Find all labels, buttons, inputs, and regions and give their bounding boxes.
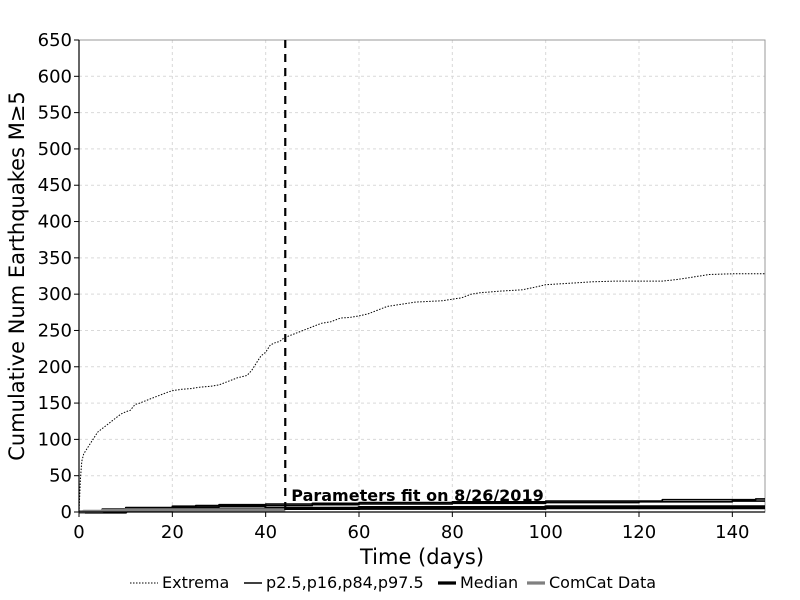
- x-ticks: 0 20 40 60 80 100 120 140: [73, 512, 750, 543]
- x-tick-label: 40: [254, 522, 277, 543]
- y-tick-label: 600: [38, 66, 72, 87]
- y-tick-label: 100: [38, 429, 72, 450]
- y-tick-label: 550: [38, 103, 72, 124]
- y-tick-label: 650: [38, 30, 72, 51]
- x-tick-label: 140: [715, 522, 749, 543]
- x-tick-label: 60: [348, 522, 371, 543]
- y-ticks: 0 50 100 150 200 250 300 350 400 450 500 550 600 650: [38, 30, 79, 523]
- legend-label-p2-5-p16-p84-p97-5: p2.5,p16,p84,p97.5: [266, 573, 424, 592]
- series-p2-5-p16-p84-p97-5-line: [79, 498, 765, 513]
- x-tick-label: 20: [161, 522, 184, 543]
- legend-label-median: Median: [460, 573, 518, 592]
- axes: [78, 40, 765, 513]
- y-tick-label: 450: [38, 175, 72, 196]
- series-layer: [78, 273, 765, 514]
- y-tick-label: 50: [49, 466, 72, 487]
- y-tick-label: 350: [38, 248, 72, 269]
- y-tick-label: 200: [38, 357, 72, 378]
- x-tick-label: 100: [528, 522, 562, 543]
- y-axis-label: Cumulative Num Earthquakes M≥5: [5, 91, 29, 461]
- grid: [79, 39, 765, 512]
- x-tick-label: 0: [73, 522, 84, 543]
- y-tick-label: 300: [38, 284, 72, 305]
- annotation-label: Parameters fit on 8/26/2019: [291, 486, 543, 505]
- x-tick-label: 80: [441, 522, 464, 543]
- x-tick-label: 120: [622, 522, 656, 543]
- x-axis-label: Time (days): [359, 545, 484, 569]
- legend-label-comcat-data: ComCat Data: [549, 573, 656, 592]
- y-tick-label: 250: [38, 320, 72, 341]
- legend-label-extrema: Extrema: [162, 573, 229, 592]
- y-tick-label: 500: [38, 139, 72, 160]
- y-tick-label: 150: [38, 393, 72, 414]
- legend: Extrema p2.5,p16,p84,p97.5 Median ComCat Da…: [130, 573, 656, 592]
- y-tick-label: 400: [38, 212, 72, 233]
- y-tick-label: 0: [61, 502, 72, 523]
